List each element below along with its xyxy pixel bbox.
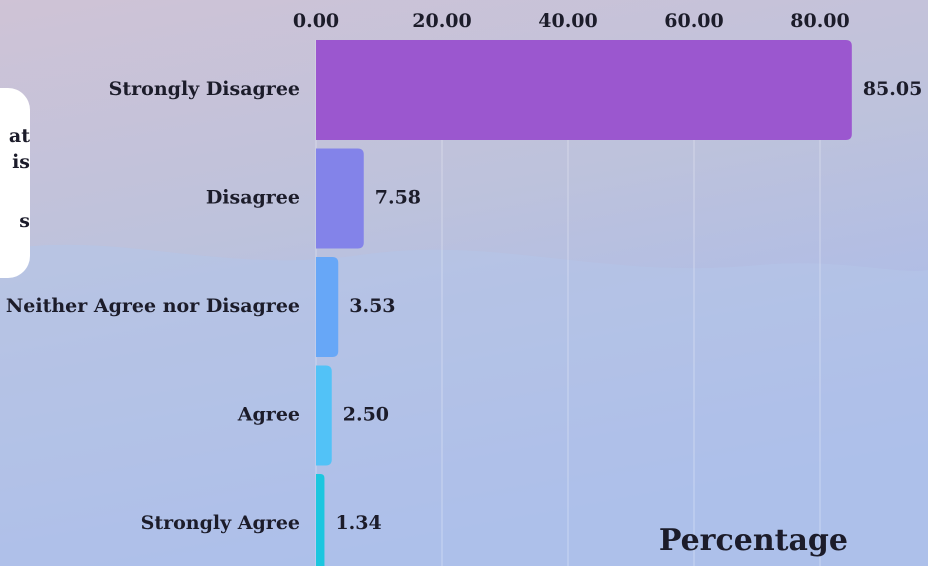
- y-tick-label: Agree: [237, 404, 300, 426]
- x-tick-label: 20.00: [412, 10, 472, 32]
- y-tick-label: Neither Agree nor Disagree: [6, 295, 300, 317]
- x-tick-label: 0.00: [293, 10, 339, 32]
- value-label: 7.58: [375, 187, 421, 209]
- side-card-text: at: [9, 125, 30, 147]
- bar: [316, 40, 852, 140]
- x-tick-label: 80.00: [790, 10, 850, 32]
- x-tick-label: 40.00: [538, 10, 598, 32]
- bar: [316, 365, 332, 466]
- value-label: 85.05: [863, 78, 923, 100]
- background-wave: [0, 244, 928, 566]
- y-tick-label: Disagree: [206, 187, 300, 209]
- value-label: 2.50: [343, 404, 389, 426]
- y-tick-label: Strongly Disagree: [109, 78, 300, 100]
- value-label: 1.34: [335, 512, 381, 534]
- value-label: 3.53: [349, 295, 395, 317]
- x-tick-label: 60.00: [664, 10, 724, 32]
- y-tick-label: Strongly Agree: [141, 512, 300, 534]
- side-card: [0, 88, 30, 278]
- bar: [316, 148, 364, 249]
- side-card-text: is: [12, 151, 30, 173]
- bar: [316, 257, 339, 357]
- side-card-text: s: [19, 210, 30, 232]
- bar: [316, 474, 325, 566]
- x-axis-label: Percentage: [659, 523, 848, 558]
